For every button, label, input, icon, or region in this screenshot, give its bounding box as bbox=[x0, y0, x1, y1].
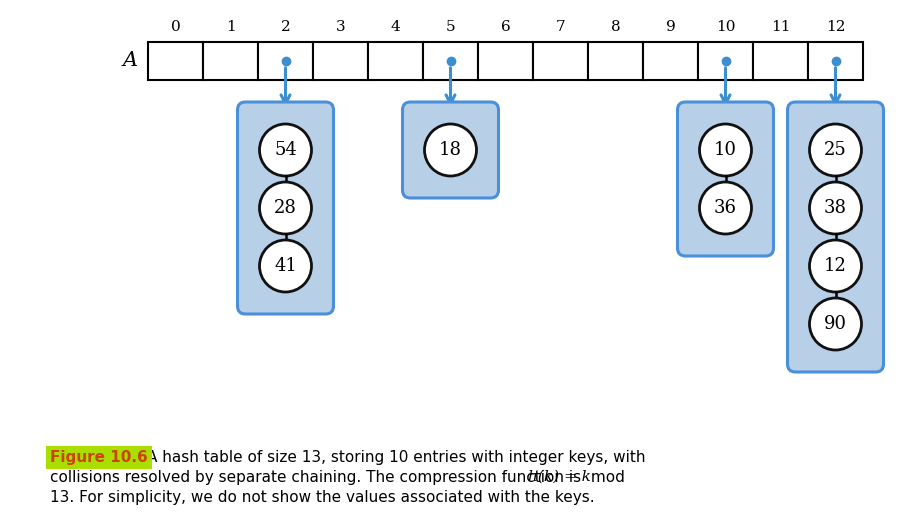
Bar bbox=[368, 42, 423, 80]
Text: 36: 36 bbox=[714, 199, 737, 217]
Text: 8: 8 bbox=[611, 20, 621, 34]
Bar bbox=[313, 42, 368, 80]
Circle shape bbox=[260, 240, 311, 292]
Text: h(k) = k: h(k) = k bbox=[528, 470, 591, 484]
Text: 10: 10 bbox=[716, 20, 735, 34]
FancyBboxPatch shape bbox=[237, 102, 334, 314]
Bar bbox=[753, 42, 808, 80]
Bar bbox=[643, 42, 698, 80]
Text: 1: 1 bbox=[226, 20, 235, 34]
Text: 18: 18 bbox=[439, 141, 462, 159]
Circle shape bbox=[809, 298, 861, 350]
Text: 0: 0 bbox=[170, 20, 180, 34]
Text: 90: 90 bbox=[824, 315, 847, 333]
Text: 38: 38 bbox=[824, 199, 847, 217]
Text: 7: 7 bbox=[556, 20, 566, 34]
Circle shape bbox=[809, 124, 861, 176]
Text: 6: 6 bbox=[501, 20, 511, 34]
Text: 3: 3 bbox=[336, 20, 345, 34]
FancyBboxPatch shape bbox=[787, 102, 883, 372]
Bar bbox=[478, 42, 533, 80]
Text: 12: 12 bbox=[824, 257, 847, 275]
Text: 25: 25 bbox=[824, 141, 847, 159]
Text: 28: 28 bbox=[274, 199, 297, 217]
Bar bbox=[808, 42, 863, 80]
Text: 54: 54 bbox=[274, 141, 297, 159]
FancyBboxPatch shape bbox=[677, 102, 774, 256]
Circle shape bbox=[809, 240, 861, 292]
Text: 11: 11 bbox=[770, 20, 790, 34]
Text: Figure 10.6: Figure 10.6 bbox=[50, 450, 148, 465]
Circle shape bbox=[699, 124, 751, 176]
Circle shape bbox=[260, 124, 311, 176]
Bar bbox=[258, 42, 313, 80]
Circle shape bbox=[425, 124, 476, 176]
Text: : A hash table of size 13, storing 10 entries with integer keys, with: : A hash table of size 13, storing 10 en… bbox=[137, 450, 646, 465]
Bar bbox=[698, 42, 753, 80]
Circle shape bbox=[699, 182, 751, 234]
Bar bbox=[423, 42, 478, 80]
FancyBboxPatch shape bbox=[402, 102, 499, 198]
Circle shape bbox=[809, 182, 861, 234]
Text: 4: 4 bbox=[391, 20, 400, 34]
Text: 41: 41 bbox=[274, 257, 297, 275]
Text: A: A bbox=[123, 52, 138, 70]
Circle shape bbox=[260, 182, 311, 234]
Bar bbox=[203, 42, 258, 80]
Text: 5: 5 bbox=[446, 20, 456, 34]
Text: 9: 9 bbox=[666, 20, 676, 34]
Text: 2: 2 bbox=[281, 20, 290, 34]
Bar bbox=[533, 42, 588, 80]
Text: mod: mod bbox=[586, 470, 625, 485]
Text: 13. For simplicity, we do not show the values associated with the keys.: 13. For simplicity, we do not show the v… bbox=[50, 490, 594, 505]
Bar bbox=[588, 42, 643, 80]
Bar bbox=[148, 42, 203, 80]
Text: 10: 10 bbox=[714, 141, 737, 159]
Text: collisions resolved by separate chaining. The compression function is: collisions resolved by separate chaining… bbox=[50, 470, 586, 485]
Text: 12: 12 bbox=[825, 20, 845, 34]
